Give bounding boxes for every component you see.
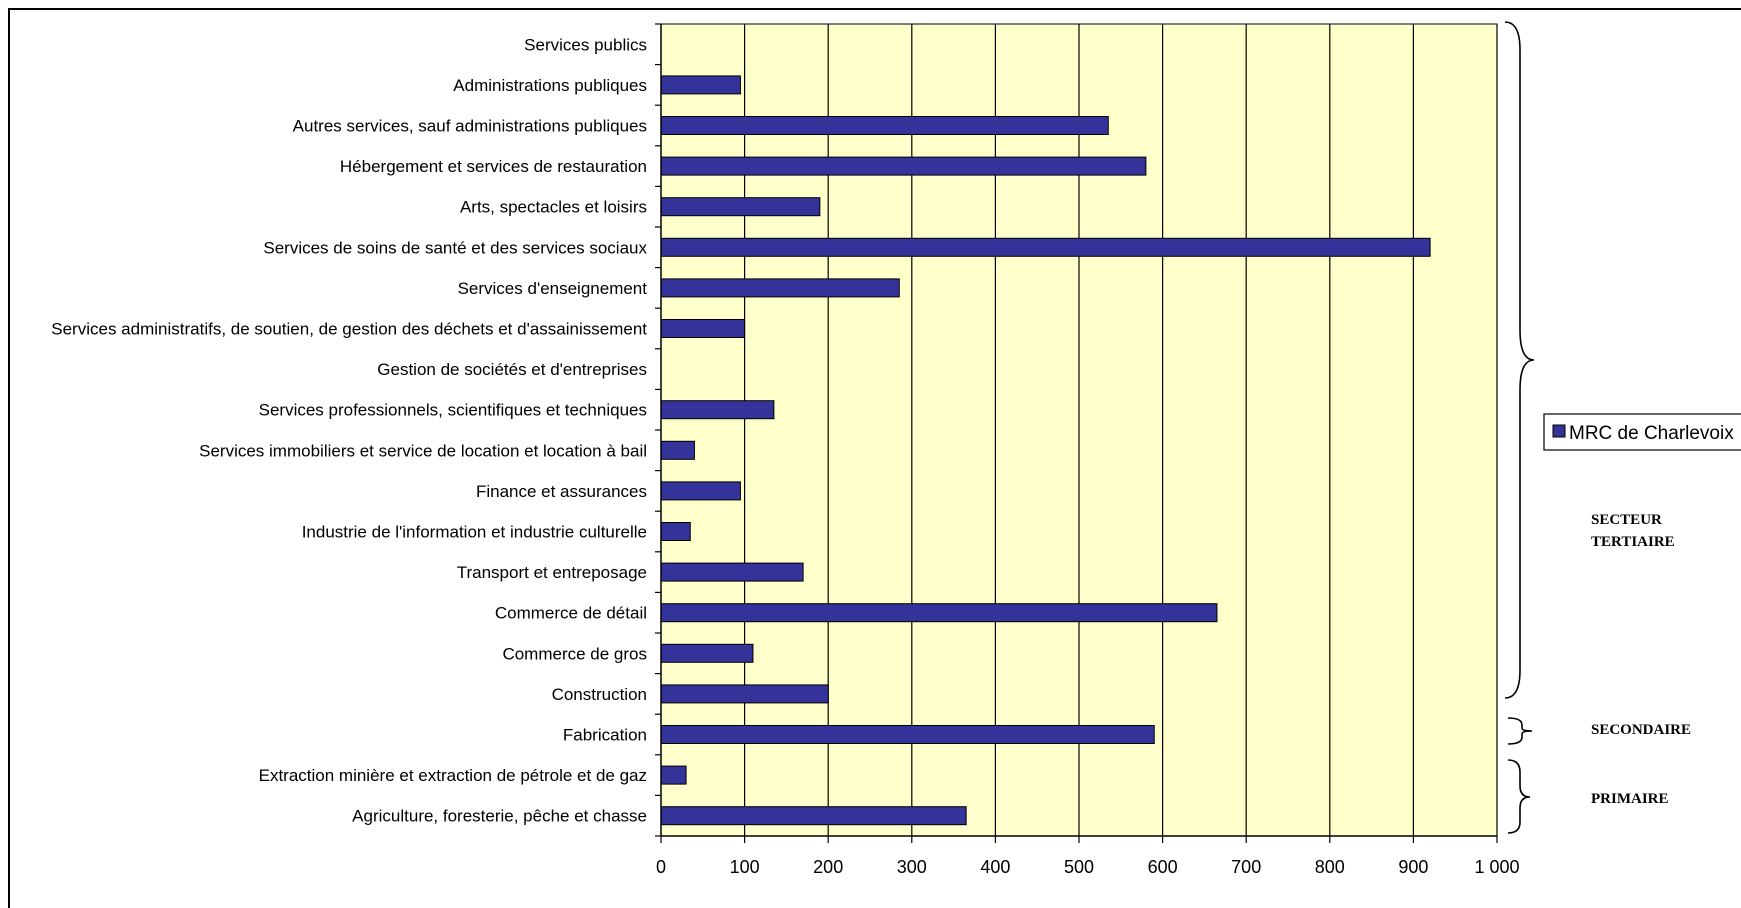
x-tick-label: 600 xyxy=(1148,857,1178,877)
x-tick-label: 500 xyxy=(1064,857,1094,877)
legend-swatch xyxy=(1552,424,1566,438)
bar xyxy=(660,481,741,501)
category-label: Commerce de détail xyxy=(495,604,647,623)
bar xyxy=(660,197,821,217)
secondary-label: SECONDAIRE xyxy=(1591,722,1691,738)
bar xyxy=(660,400,775,420)
bar xyxy=(660,643,754,663)
category-label: Extraction minière et extraction de pétr… xyxy=(259,766,647,785)
x-tick-label: 100 xyxy=(730,857,760,877)
category-label: Transport et entreposage xyxy=(457,563,647,582)
bar xyxy=(660,75,741,95)
x-tick-label: 1 000 xyxy=(1474,857,1519,877)
bar xyxy=(660,237,1431,257)
tertiary-label-line2: TERTIAIRE xyxy=(1591,534,1675,550)
category-label: Commerce de gros xyxy=(502,644,647,663)
bar xyxy=(660,562,804,582)
category-label: Fabrication xyxy=(563,726,647,745)
x-tick-label: 0 xyxy=(656,857,666,877)
bar xyxy=(660,806,967,826)
x-tick-label: 300 xyxy=(897,857,927,877)
bar xyxy=(660,603,1218,623)
category-label: Administrations publiques xyxy=(453,76,647,95)
category-labels: Services publics Administrations publique… xyxy=(51,35,647,825)
category-label: Services immobiliers et service de locat… xyxy=(199,441,647,460)
secondary-brace xyxy=(1507,717,1533,745)
x-tick-label: 900 xyxy=(1398,857,1428,877)
legend-label: MRC de Charlevoix xyxy=(1569,423,1734,444)
primary-label: PRIMAIRE xyxy=(1591,791,1669,807)
category-label: Hébergement et services de restauration xyxy=(340,157,647,176)
x-tick-label: 200 xyxy=(813,857,843,877)
bar xyxy=(660,725,1155,744)
bar xyxy=(660,440,695,460)
tertiary-label-line1: SECTEUR xyxy=(1591,512,1662,528)
x-tick-label: 400 xyxy=(980,857,1010,877)
legend-box xyxy=(1543,413,1741,451)
bar xyxy=(660,278,900,298)
category-label: Gestion de sociétés et d'entreprises xyxy=(377,360,647,379)
x-tick-labels: 0 100 200 300 400 500 600 700 800 900 1 000 xyxy=(656,857,1520,877)
category-label: Arts, spectacles et loisirs xyxy=(460,198,647,217)
bar xyxy=(660,319,746,338)
chart-frame xyxy=(8,8,1741,908)
x-tick-label: 700 xyxy=(1231,857,1261,877)
bar xyxy=(660,156,1147,176)
category-label: Industrie de l'information et industrie … xyxy=(302,523,647,542)
axes xyxy=(655,23,1498,843)
category-label: Services de soins de santé et des servic… xyxy=(263,238,647,257)
bar xyxy=(660,684,829,704)
x-tick-label: 800 xyxy=(1315,857,1345,877)
category-label: Construction xyxy=(552,685,647,704)
category-label: Agriculture, foresterie, pêche et chasse xyxy=(352,807,647,826)
category-label: Services publics xyxy=(524,35,647,54)
category-label: Services professionnels, scientifiques e… xyxy=(259,401,647,420)
bar xyxy=(660,765,687,785)
bar xyxy=(660,116,1109,135)
category-label: Services d'enseignement xyxy=(458,279,648,298)
bar xyxy=(660,522,691,541)
category-label: Services administratifs, de soutien, de … xyxy=(51,320,647,339)
category-label: Autres services, sauf administrations pu… xyxy=(293,117,647,136)
category-label: Finance et assurances xyxy=(476,482,647,501)
tertiary-brace xyxy=(1504,21,1535,699)
primary-brace xyxy=(1507,759,1531,834)
